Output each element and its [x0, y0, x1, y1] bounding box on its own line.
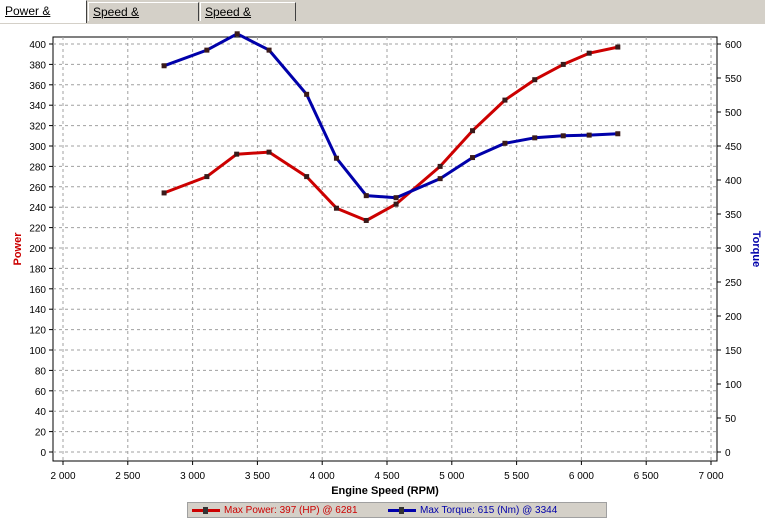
- torque-point: [560, 133, 566, 139]
- chart-panel: 2 000 2 500 3 000 3 500 4 000 4 500 5 000 5 500…: [0, 24, 765, 519]
- y-tick-label-right: 550: [725, 74, 742, 85]
- y-tick-label-right: 200: [725, 312, 742, 323]
- y-tick-label-left: 220: [29, 224, 46, 235]
- x-tick-label: 5 500: [504, 471, 529, 482]
- y-tick-label-right: 100: [725, 380, 742, 391]
- y-tick-label-right: 600: [725, 40, 742, 51]
- x-tick-label: 5 000: [439, 471, 464, 482]
- torque-point: [470, 155, 476, 161]
- x-tick-label: 3 000: [180, 471, 205, 482]
- torque-point: [437, 176, 443, 182]
- y-tick-label-right: 300: [725, 244, 742, 255]
- power-point: [502, 97, 508, 103]
- y-tick-label-left: 400: [29, 40, 46, 51]
- legend-swatch-power: [192, 506, 220, 514]
- y-tick-label-right: 400: [725, 176, 742, 187]
- x-tick-label: 4 000: [310, 471, 335, 482]
- y-tick-label-left: 20: [35, 428, 47, 439]
- x-tick-label: 2 000: [50, 471, 75, 482]
- y-tick-label-left: 60: [35, 387, 47, 398]
- x-tick-label: 4 500: [374, 471, 399, 482]
- x-tick-label: 6 000: [569, 471, 594, 482]
- torque-point: [532, 135, 538, 141]
- power-point: [470, 128, 476, 134]
- power-point: [615, 44, 621, 50]
- power-point: [393, 201, 399, 207]
- torque-point: [234, 31, 240, 37]
- power-point: [234, 151, 240, 157]
- power-point: [304, 174, 310, 180]
- tab-bar: Power & Torque Speed & Acceleration Spee…: [0, 0, 765, 39]
- y-tick-label-left: 280: [29, 162, 46, 173]
- y-tick-label-right: 500: [725, 108, 742, 119]
- y-tick-label-left: 0: [40, 448, 46, 459]
- y-tick-label-right: 450: [725, 142, 742, 153]
- y-tick-label-left: 200: [29, 244, 46, 255]
- power-point: [333, 205, 339, 211]
- y-tick-label-left: 80: [35, 366, 47, 377]
- y-tick-label-left: 140: [29, 305, 46, 316]
- tab-power-torque[interactable]: Power & Torque: [0, 0, 87, 39]
- power-point: [204, 174, 210, 180]
- y-tick-label-left: 380: [29, 60, 46, 71]
- y-tick-label-left: 300: [29, 142, 46, 153]
- torque-point: [266, 47, 272, 53]
- power-point: [161, 190, 167, 196]
- x-axis-label: Engine Speed (RPM): [331, 485, 439, 497]
- tab-speed-distance[interactable]: Speed & Distance: [200, 2, 296, 38]
- y-tick-label-left: 260: [29, 183, 46, 194]
- legend-swatch-torque: [388, 506, 416, 514]
- power-point: [532, 77, 538, 83]
- torque-point: [363, 193, 369, 199]
- legend-item-torque: Max Torque: 615 (Nm) @ 3344: [388, 504, 557, 517]
- x-tick-label: 2 500: [115, 471, 140, 482]
- legend-item-power: Max Power: 397 (HP) @ 6281: [192, 504, 358, 517]
- y-tick-label-left: 180: [29, 264, 46, 275]
- legend-label-power: Max Power: 397 (HP) @ 6281: [224, 505, 358, 516]
- y-tick-label-left: 120: [29, 326, 46, 337]
- y-tick-label-left: 100: [29, 346, 46, 357]
- y-tick-label-right: 350: [725, 210, 742, 221]
- chart-legend: Max Power: 397 (HP) @ 6281 Max Torque: 6…: [187, 502, 607, 518]
- y-tick-label-right: 50: [725, 414, 737, 425]
- y-axis-label-right: Torque: [750, 231, 762, 267]
- plot-area: [52, 36, 718, 462]
- torque-point: [204, 47, 210, 53]
- y-tick-label-left: 360: [29, 81, 46, 92]
- torque-point: [502, 140, 508, 146]
- power-point: [437, 163, 443, 169]
- power-point: [363, 217, 369, 223]
- tab-speed-acceleration[interactable]: Speed & Acceleration: [88, 2, 199, 38]
- y-tick-label-left: 40: [35, 407, 47, 418]
- y-tick-label-right: 250: [725, 278, 742, 289]
- y-tick-label-left: 160: [29, 285, 46, 296]
- y-tick-label-left: 340: [29, 101, 46, 112]
- torque-point: [393, 195, 399, 201]
- torque-point: [586, 132, 592, 138]
- legend-label-torque: Max Torque: 615 (Nm) @ 3344: [420, 505, 558, 516]
- torque-point: [615, 131, 621, 137]
- x-tick-label: 6 500: [634, 471, 659, 482]
- power-point: [586, 50, 592, 56]
- x-tick-label: 7 000: [698, 471, 723, 482]
- power-point: [560, 61, 566, 67]
- y-tick-label-left: 320: [29, 122, 46, 133]
- x-tick-label: 3 500: [245, 471, 270, 482]
- y-tick-label-left: 240: [29, 203, 46, 214]
- y-axis-label-left: Power: [12, 232, 24, 266]
- torque-point: [161, 63, 167, 69]
- torque-point: [333, 155, 339, 161]
- torque-point: [304, 91, 310, 97]
- y-tick-label-right: 150: [725, 346, 742, 357]
- power-point: [266, 149, 272, 155]
- power-torque-chart: 2 000 2 500 3 000 3 500 4 000 4 500 5 000 5 500…: [12, 31, 762, 497]
- y-tick-label-right: 0: [725, 448, 731, 459]
